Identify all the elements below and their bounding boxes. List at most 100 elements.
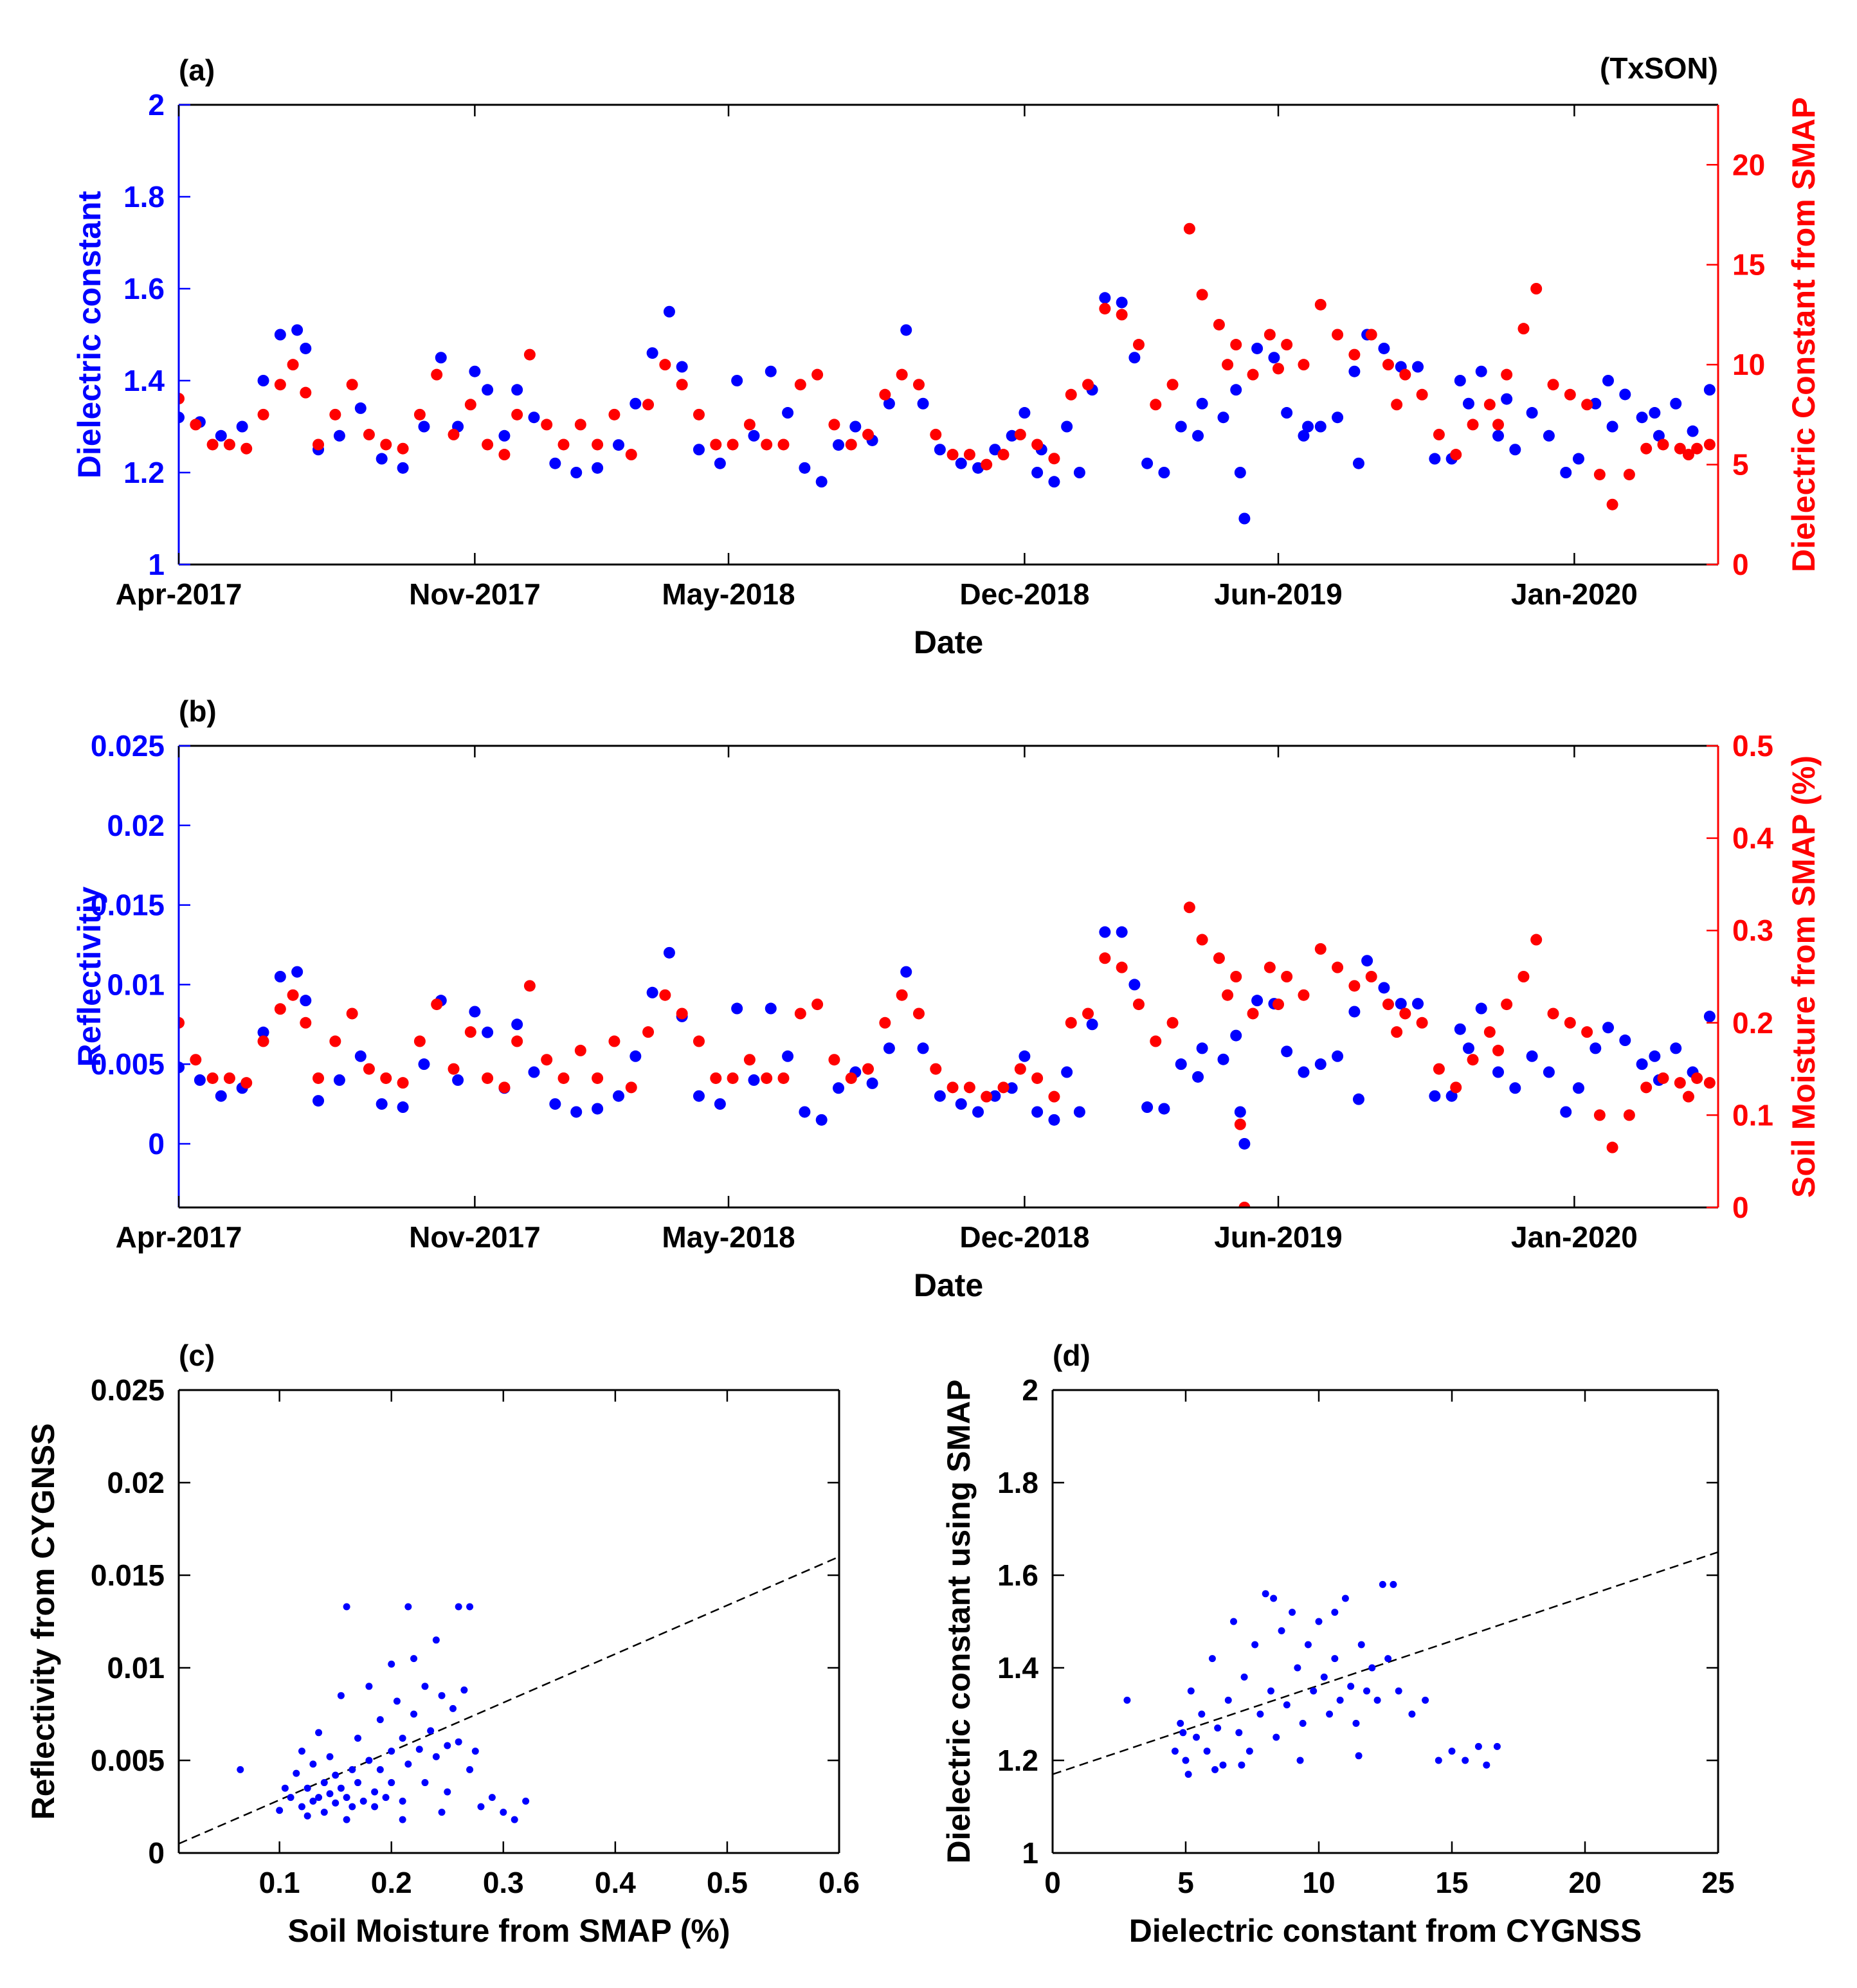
data-point bbox=[281, 1784, 289, 1792]
y-tick-label: 0.015 bbox=[91, 889, 165, 922]
data-point bbox=[934, 444, 946, 456]
data-point bbox=[1391, 399, 1403, 411]
x-tick-label: Nov-2017 bbox=[409, 577, 541, 611]
y-axis-label: Reflectivity from CYGNSS bbox=[25, 1423, 61, 1820]
data-point bbox=[1493, 1742, 1501, 1750]
data-point bbox=[693, 408, 705, 420]
data-point bbox=[1230, 384, 1242, 396]
data-point bbox=[1273, 1733, 1280, 1741]
data-point bbox=[1352, 1719, 1360, 1727]
y2-tick-label: 15 bbox=[1732, 248, 1765, 282]
y2-tick-label: 20 bbox=[1732, 148, 1765, 181]
data-point bbox=[1150, 1035, 1162, 1047]
y-tick-label: 2 bbox=[1022, 1373, 1038, 1407]
data-point bbox=[1467, 419, 1479, 431]
data-point bbox=[1517, 971, 1530, 982]
data-point bbox=[1606, 498, 1618, 511]
data-point bbox=[1281, 971, 1293, 982]
data-point bbox=[511, 1035, 523, 1047]
data-point bbox=[380, 1072, 392, 1084]
data-point bbox=[799, 1106, 811, 1118]
data-point bbox=[399, 1797, 406, 1805]
data-point bbox=[1116, 926, 1128, 938]
data-point bbox=[274, 971, 286, 982]
data-point bbox=[466, 1766, 474, 1773]
data-point bbox=[448, 1063, 460, 1075]
data-point bbox=[1320, 1673, 1328, 1681]
x-tick-label: Dec-2018 bbox=[959, 577, 1089, 611]
data-point bbox=[206, 438, 219, 451]
data-point bbox=[397, 462, 409, 474]
data-point bbox=[190, 419, 202, 431]
data-point bbox=[215, 429, 227, 442]
x-tick-label: 20 bbox=[1568, 1866, 1601, 1899]
y2-tick-label: 10 bbox=[1732, 348, 1765, 381]
data-point bbox=[1331, 1609, 1339, 1616]
data-point bbox=[1031, 467, 1044, 478]
data-point bbox=[482, 1026, 494, 1038]
data-point bbox=[1703, 1010, 1716, 1022]
data-point bbox=[179, 411, 185, 424]
data-point bbox=[1314, 1058, 1327, 1071]
data-point bbox=[815, 1114, 828, 1126]
data-point bbox=[1048, 453, 1060, 465]
data-point bbox=[1099, 292, 1111, 304]
data-point bbox=[1132, 339, 1145, 351]
data-point bbox=[743, 1054, 756, 1066]
data-point bbox=[1281, 339, 1293, 351]
data-point bbox=[1251, 1641, 1259, 1649]
panel-label: (d) bbox=[1053, 1339, 1091, 1372]
data-point bbox=[1099, 303, 1111, 315]
data-point bbox=[1116, 961, 1128, 973]
data-point bbox=[511, 1018, 523, 1031]
data-point bbox=[1602, 375, 1614, 386]
data-point bbox=[1429, 1090, 1441, 1102]
data-point bbox=[179, 392, 185, 404]
data-point bbox=[1299, 1719, 1307, 1727]
y-tick-label: 1.2 bbox=[997, 1744, 1038, 1777]
data-point bbox=[1234, 1106, 1246, 1118]
data-point bbox=[469, 1006, 481, 1018]
data-point bbox=[1246, 1748, 1253, 1755]
data-point bbox=[287, 1794, 294, 1802]
data-point bbox=[613, 439, 624, 451]
data-point bbox=[963, 1081, 975, 1094]
data-point bbox=[947, 449, 959, 461]
data-point bbox=[1213, 318, 1225, 330]
data-point bbox=[1593, 469, 1606, 481]
y-tick-label: 1.8 bbox=[997, 1466, 1038, 1499]
data-point bbox=[1270, 1595, 1278, 1602]
data-point bbox=[659, 359, 671, 371]
data-point bbox=[363, 428, 375, 440]
data-point bbox=[1230, 971, 1242, 982]
data-point bbox=[432, 1636, 440, 1644]
data-point bbox=[1416, 388, 1428, 401]
data-point bbox=[309, 1797, 317, 1805]
data-point bbox=[413, 1035, 426, 1047]
data-point bbox=[1019, 407, 1031, 419]
data-point bbox=[1019, 1050, 1031, 1062]
data-point bbox=[1240, 1673, 1248, 1681]
data-point bbox=[471, 1748, 479, 1755]
data-point bbox=[930, 428, 942, 440]
data-point bbox=[1412, 361, 1424, 373]
data-point bbox=[410, 1710, 418, 1718]
data-point bbox=[1196, 934, 1208, 946]
data-point bbox=[714, 457, 726, 469]
data-point bbox=[557, 1072, 570, 1084]
data-point bbox=[1483, 1761, 1490, 1769]
data-point bbox=[1315, 1618, 1323, 1625]
data-point bbox=[1187, 1687, 1195, 1695]
data-point bbox=[1166, 1017, 1179, 1029]
data-point bbox=[799, 462, 811, 474]
y-tick-label: 0.005 bbox=[91, 1744, 165, 1777]
data-point bbox=[380, 438, 392, 451]
data-point bbox=[1492, 429, 1504, 442]
data-point bbox=[376, 1766, 384, 1773]
data-point bbox=[1183, 901, 1195, 914]
data-point bbox=[427, 1727, 435, 1735]
data-point bbox=[298, 1803, 305, 1811]
y-tick-label: 0 bbox=[148, 1127, 165, 1161]
data-point bbox=[1192, 429, 1204, 442]
data-point bbox=[972, 1106, 984, 1118]
